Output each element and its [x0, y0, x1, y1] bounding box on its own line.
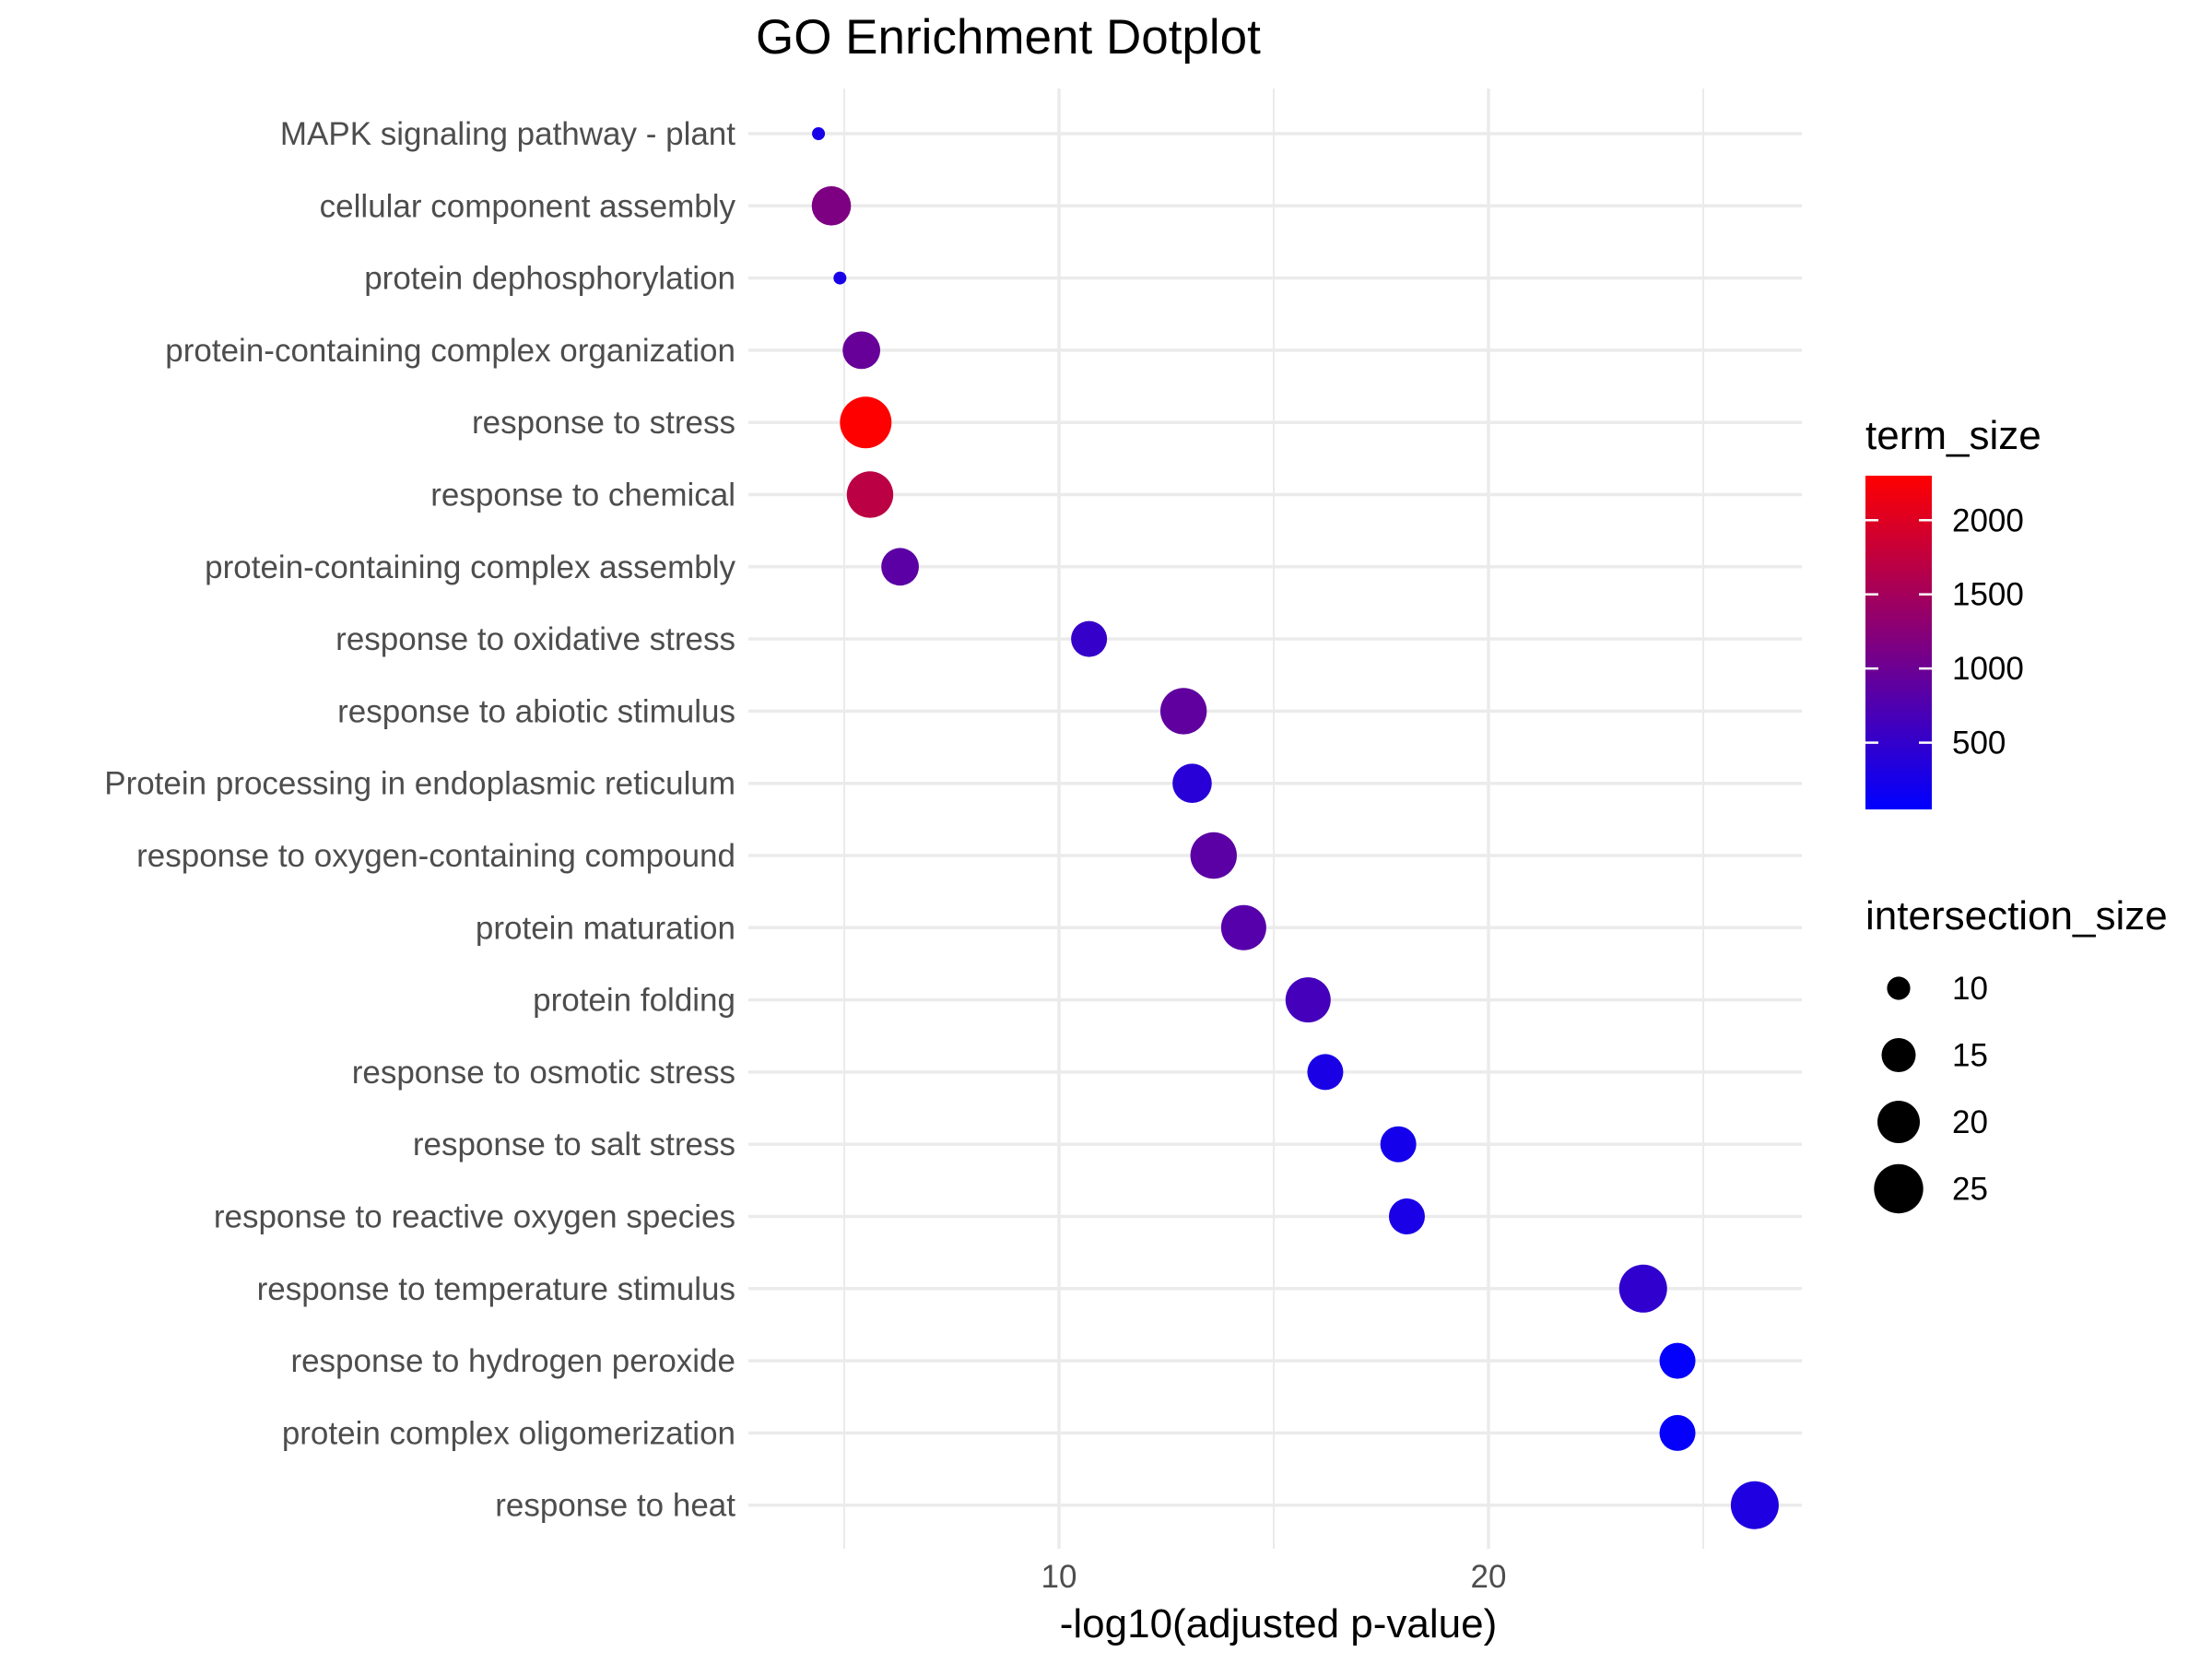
size-legend-key: [1874, 1163, 1924, 1214]
y-tick-label: protein-containing complex assembly: [205, 549, 735, 585]
data-point: [1659, 1414, 1696, 1451]
data-point: [1159, 688, 1207, 735]
y-tick-label: response to temperature stimulus: [257, 1271, 735, 1307]
colorbar-tick-label: 500: [1952, 726, 2006, 761]
y-tick-label: Protein processing in endoplasmic reticu…: [104, 766, 735, 802]
data-point: [840, 396, 892, 449]
data-point: [1380, 1126, 1417, 1162]
y-tick-label: protein folding: [533, 983, 735, 1019]
term-size-colorbar: [1865, 476, 1932, 809]
data-point: [1730, 1481, 1779, 1529]
y-tick-label: MAPK signaling pathway - plant: [280, 116, 735, 152]
size-legend-key: [1877, 1101, 1920, 1143]
y-tick-label: response to salt stress: [413, 1127, 735, 1162]
term-size-colorbar-ticks: 500 1000 1500 2000: [1865, 502, 2024, 761]
data-point: [1618, 1264, 1667, 1313]
data-point: [1220, 904, 1266, 950]
data-point: [811, 186, 852, 226]
size-legend-label: 10: [1952, 971, 1988, 1007]
term-size-legend: term_size 500 1000 1500 2000: [1865, 413, 2041, 809]
x-tick-label: 10: [1041, 1559, 1077, 1595]
intersection-size-legend-title: intersection_size: [1865, 893, 2168, 938]
size-legend-label: 25: [1952, 1172, 1988, 1208]
chart-title: GO Enrichment Dotplot: [756, 10, 1261, 65]
data-point: [833, 271, 847, 285]
size-legend-key: [1881, 1038, 1916, 1072]
term-size-legend-title: term_size: [1865, 413, 2041, 458]
data-point: [1307, 1054, 1344, 1091]
y-tick-label: response to heat: [495, 1488, 735, 1524]
colorbar-tick-label: 1500: [1952, 577, 2024, 613]
data-point: [846, 471, 894, 518]
size-legend-label: 15: [1952, 1038, 1988, 1074]
intersection-size-keys: 10 15 20 25: [1874, 971, 1988, 1214]
y-tick-label: response to oxidative stress: [335, 621, 735, 657]
data-point: [812, 127, 826, 140]
data-point: [1190, 832, 1237, 879]
x-axis-title: -log10(adjusted p-value): [1060, 1601, 1498, 1646]
y-tick-label: response to abiotic stimulus: [337, 693, 735, 729]
data-point: [842, 331, 881, 370]
data-point: [1172, 763, 1212, 803]
data-point: [881, 548, 919, 586]
data-point: [1285, 977, 1331, 1023]
size-legend-label: 20: [1952, 1104, 1988, 1140]
y-tick-label: response to stress: [472, 405, 735, 441]
y-tick-label: response to hydrogen peroxide: [290, 1343, 735, 1379]
intersection-size-legend: intersection_size 10 15 20 25: [1865, 893, 2168, 1214]
y-tick-label: protein complex oligomerization: [282, 1415, 735, 1451]
data-point: [1071, 620, 1108, 657]
y-tick-label: protein-containing complex organization: [165, 333, 735, 369]
data-points: [811, 127, 1779, 1529]
y-axis-tick-labels: MAPK signaling pathway - plant cellular c…: [104, 116, 735, 1524]
y-tick-label: response to osmotic stress: [352, 1055, 735, 1091]
y-tick-label: response to reactive oxygen species: [214, 1199, 735, 1235]
x-tick-label: 20: [1471, 1559, 1507, 1595]
data-point: [1388, 1198, 1425, 1234]
colorbar-tick-label: 1000: [1952, 651, 2024, 687]
colorbar-tick-label: 2000: [1952, 502, 2024, 538]
y-tick-label: protein dephosphorylation: [364, 261, 735, 297]
y-tick-label: response to oxygen-containing compound: [136, 838, 735, 874]
y-tick-label: protein maturation: [476, 910, 735, 946]
data-point: [1659, 1342, 1696, 1379]
y-tick-label: response to chemical: [430, 478, 735, 513]
y-tick-label: cellular component assembly: [320, 188, 736, 224]
x-axis-tick-labels: 10 20: [1041, 1559, 1507, 1595]
size-legend-key: [1887, 976, 1911, 1000]
